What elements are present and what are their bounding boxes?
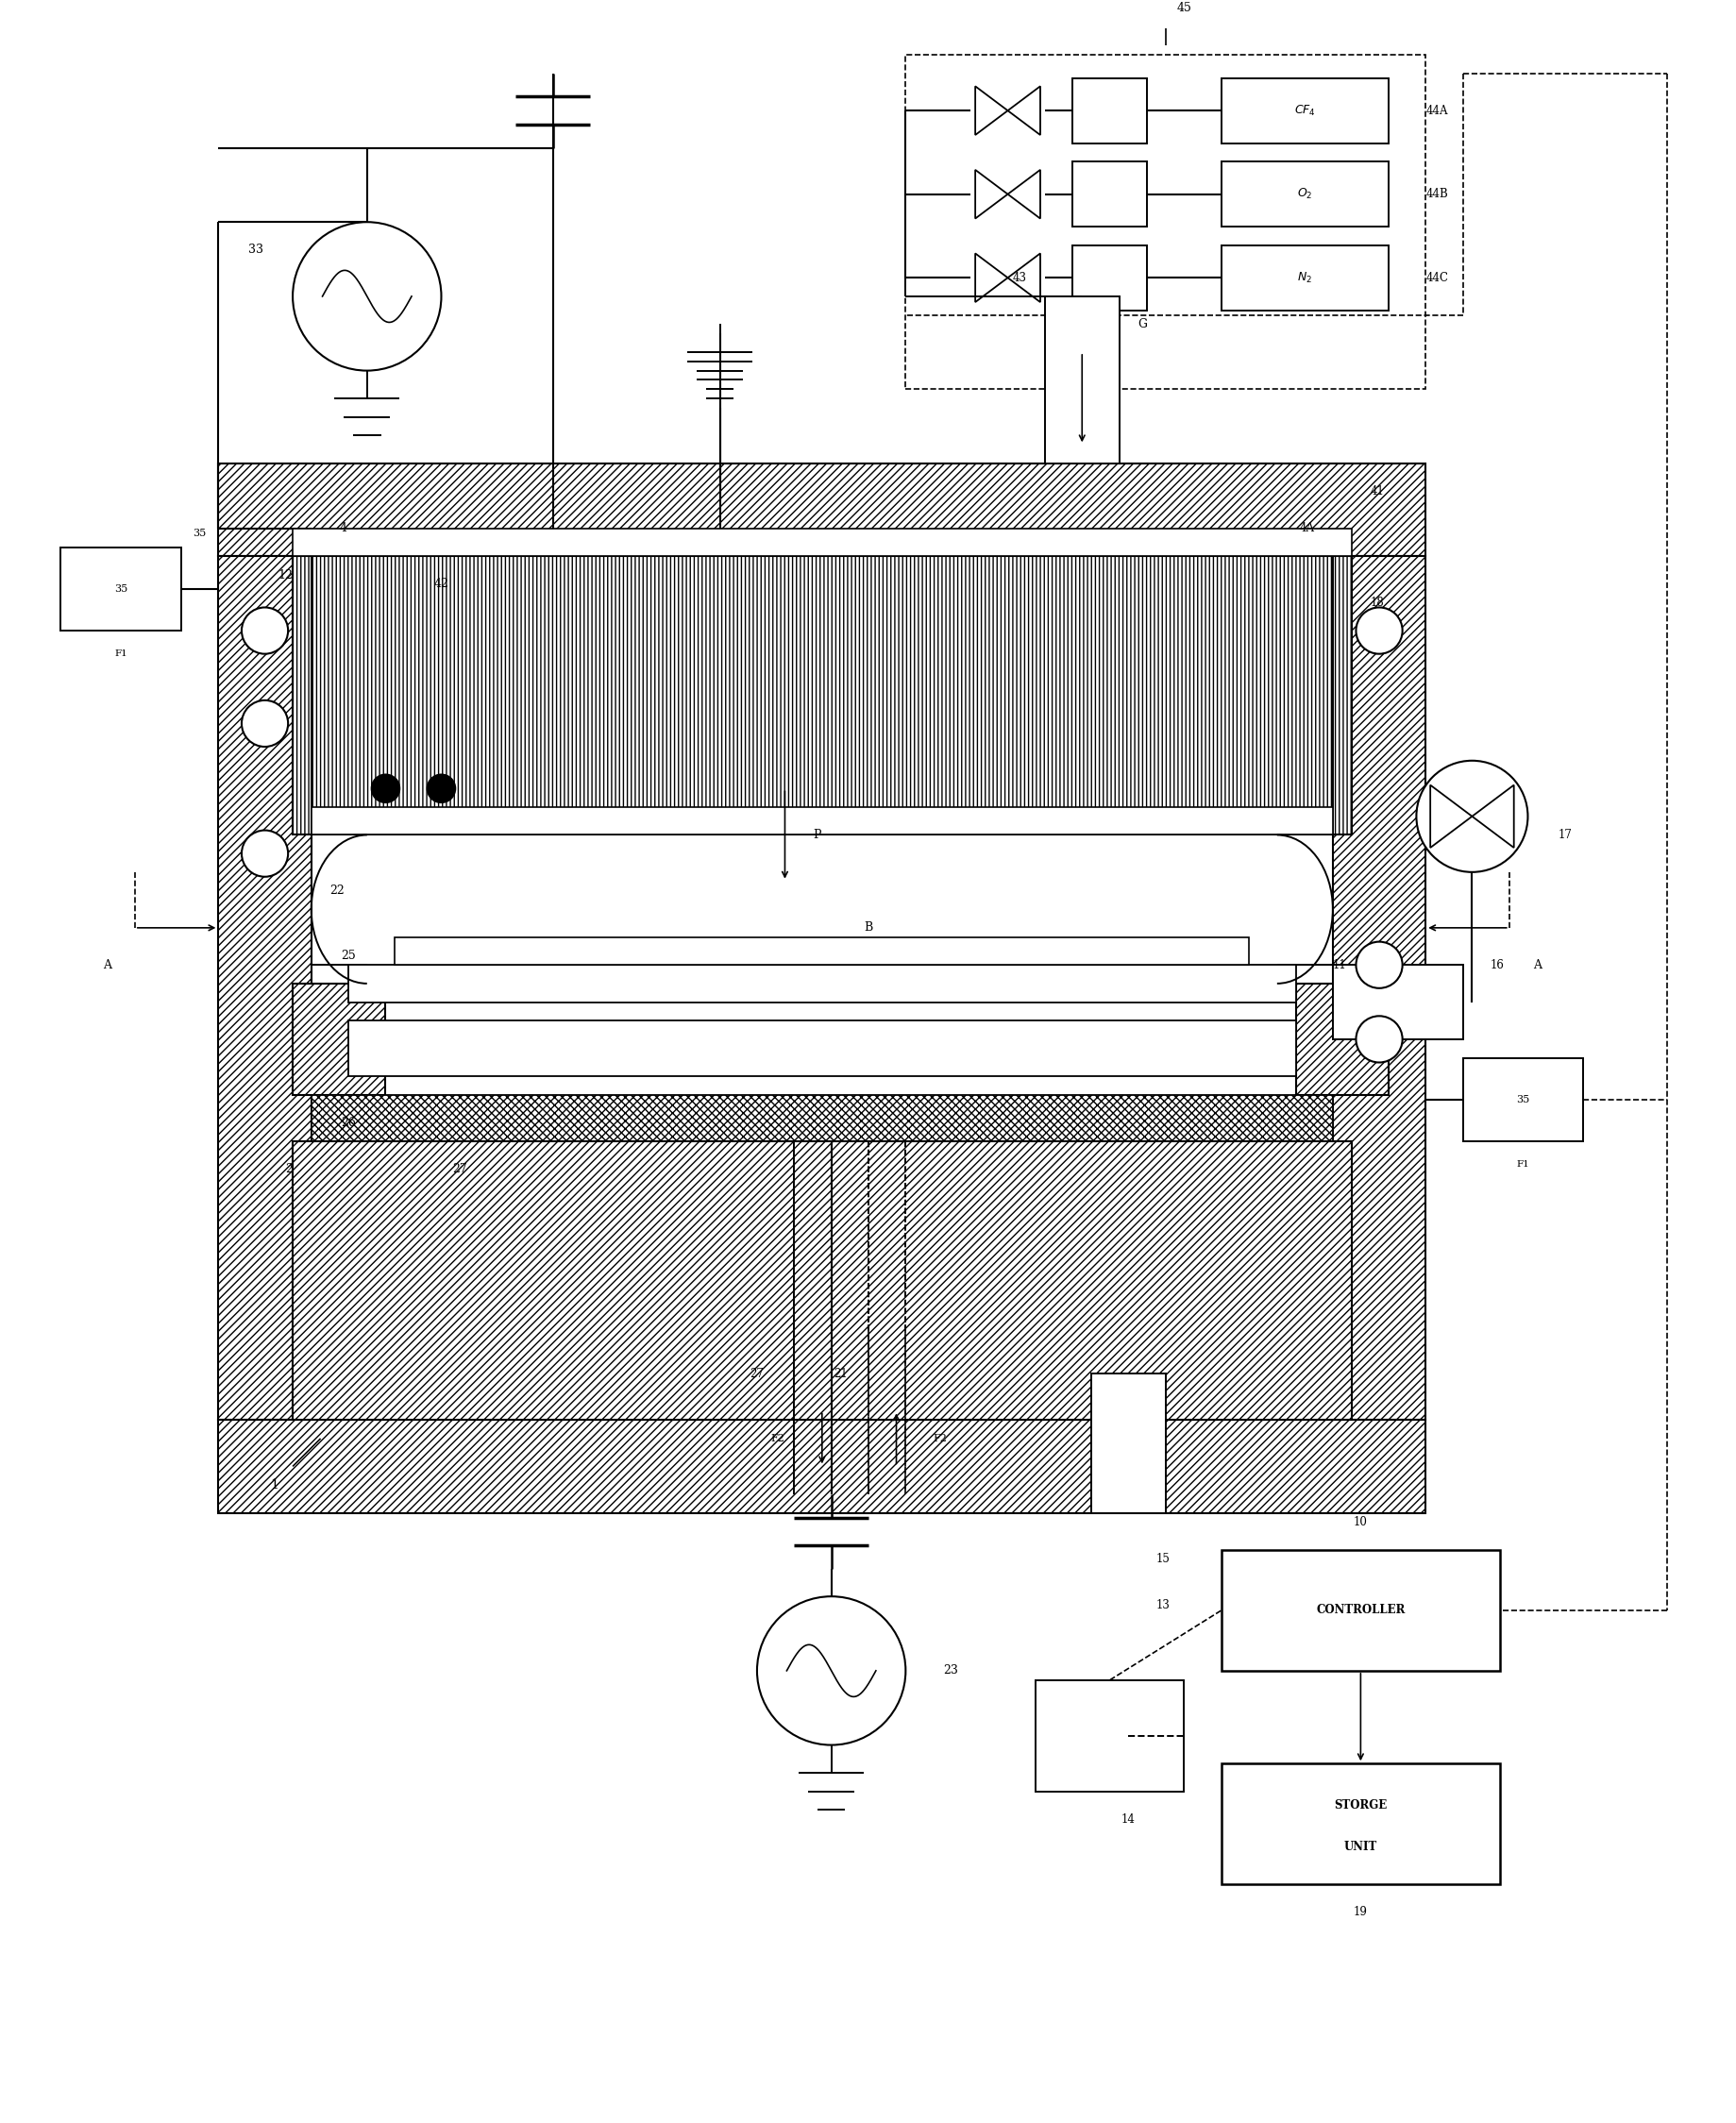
Text: STORGE: STORGE — [1333, 1798, 1387, 1811]
Circle shape — [1356, 607, 1401, 654]
Text: F2: F2 — [932, 1433, 948, 1444]
Text: $CF_4$: $CF_4$ — [1293, 104, 1316, 117]
Text: 43: 43 — [1012, 272, 1026, 284]
Text: 21: 21 — [833, 1367, 847, 1380]
Bar — [1035, 1679, 1184, 1792]
Bar — [219, 1420, 1425, 1514]
Text: 32: 32 — [434, 792, 448, 805]
Text: 25: 25 — [340, 949, 356, 962]
Circle shape — [1356, 943, 1401, 987]
Text: 44B: 44B — [1425, 189, 1448, 200]
Text: 33: 33 — [248, 244, 262, 257]
Text: 11: 11 — [1332, 960, 1345, 970]
Text: 26: 26 — [340, 1117, 356, 1129]
Text: UNIT: UNIT — [1344, 1841, 1377, 1853]
Bar — [311, 1095, 1332, 1142]
Bar — [1295, 983, 1387, 1095]
Text: 10: 10 — [1352, 1516, 1366, 1529]
Bar — [1090, 1374, 1165, 1514]
Text: 45: 45 — [1175, 2, 1191, 15]
Circle shape — [241, 701, 288, 747]
Bar — [293, 556, 1351, 834]
Text: 4A: 4A — [1299, 522, 1314, 535]
Circle shape — [372, 775, 399, 802]
Bar — [1220, 1764, 1500, 1885]
Text: B: B — [863, 921, 873, 934]
Circle shape — [427, 775, 455, 802]
Text: 44C: 44C — [1425, 272, 1448, 284]
Circle shape — [1356, 1017, 1401, 1062]
Text: 22: 22 — [330, 885, 344, 896]
Bar — [219, 463, 1425, 556]
Circle shape — [757, 1596, 904, 1745]
Bar — [1220, 161, 1387, 227]
Text: 41: 41 — [1370, 486, 1384, 497]
Text: 31: 31 — [378, 792, 392, 805]
Text: P: P — [812, 828, 821, 841]
Bar — [61, 548, 181, 631]
Text: 14: 14 — [1121, 1813, 1135, 1826]
Bar — [311, 807, 1332, 834]
Bar — [1332, 966, 1462, 1040]
Bar — [904, 55, 1425, 389]
Bar — [1073, 161, 1146, 227]
Text: 4: 4 — [339, 522, 347, 535]
Bar — [1332, 556, 1425, 1420]
Text: F2: F2 — [771, 1433, 785, 1444]
Bar — [1462, 1057, 1583, 1142]
Bar — [219, 556, 311, 1420]
Text: 12: 12 — [278, 569, 293, 582]
Text: 17: 17 — [1557, 828, 1571, 841]
Text: $N_2$: $N_2$ — [1297, 270, 1312, 284]
Text: 1: 1 — [269, 1478, 278, 1492]
Text: 13: 13 — [1156, 1599, 1170, 1611]
Bar — [349, 966, 1295, 1002]
Bar — [293, 1142, 1351, 1420]
Text: 16: 16 — [1489, 960, 1503, 970]
Text: 19: 19 — [1352, 1906, 1366, 1919]
Text: 35: 35 — [115, 584, 127, 594]
Bar — [1220, 246, 1387, 310]
Bar — [1220, 1550, 1500, 1671]
Bar — [1073, 79, 1146, 142]
Bar — [1220, 79, 1387, 142]
Text: 35: 35 — [193, 529, 207, 537]
Text: F1: F1 — [115, 650, 127, 658]
Bar — [349, 1021, 1295, 1076]
Bar — [1045, 297, 1118, 463]
Circle shape — [1415, 760, 1528, 873]
Text: F1: F1 — [1516, 1161, 1529, 1170]
Circle shape — [241, 607, 288, 654]
Bar — [1073, 246, 1146, 310]
Circle shape — [293, 223, 441, 372]
Text: 42: 42 — [434, 577, 448, 590]
Bar — [293, 529, 1351, 556]
Text: A: A — [102, 960, 111, 970]
Text: G: G — [1137, 318, 1146, 331]
Text: 27: 27 — [750, 1367, 764, 1380]
Text: CONTROLLER: CONTROLLER — [1316, 1605, 1404, 1616]
Text: $O_2$: $O_2$ — [1297, 187, 1312, 202]
Text: 18: 18 — [1370, 597, 1384, 609]
Text: 2: 2 — [285, 1163, 293, 1176]
Text: A: A — [1531, 960, 1540, 970]
Text: 44A: 44A — [1425, 104, 1448, 117]
Bar — [293, 983, 385, 1095]
Circle shape — [241, 830, 288, 877]
Text: 35: 35 — [1516, 1095, 1529, 1104]
Bar — [394, 936, 1248, 966]
Text: 23: 23 — [943, 1664, 957, 1677]
Text: 27: 27 — [451, 1163, 467, 1176]
Text: 15: 15 — [1156, 1554, 1170, 1565]
